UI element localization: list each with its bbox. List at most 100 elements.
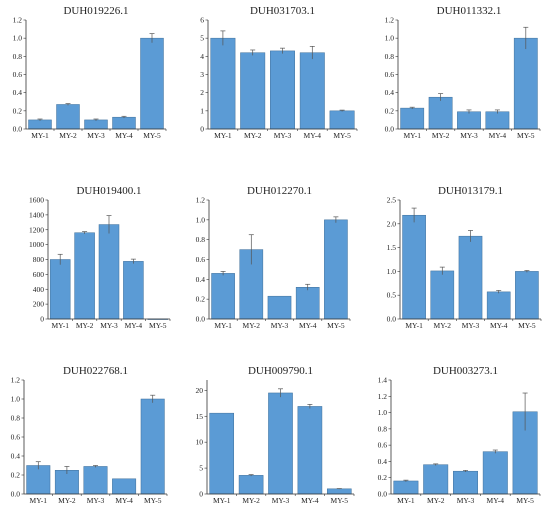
y-tick-label: 0.8 xyxy=(13,52,23,61)
y-tick-label: 0.0 xyxy=(11,490,21,499)
category-label: MY-1 xyxy=(31,131,49,140)
category-label: MY-4 xyxy=(115,496,133,505)
y-tick-label: 1.4 xyxy=(378,376,388,385)
y-tick-label: 0.6 xyxy=(13,70,23,79)
chart-title: DUH019226.1 xyxy=(63,5,128,17)
y-tick-label: 1000 xyxy=(29,240,44,249)
y-tick-label: 0.2 xyxy=(378,473,388,482)
y-tick-label: 0.6 xyxy=(378,441,388,450)
category-label: MY-5 xyxy=(518,321,536,330)
chart-title: DUH012270.1 xyxy=(247,185,312,197)
bar xyxy=(430,270,455,320)
bar xyxy=(485,111,510,130)
chart-title: DUH031703.1 xyxy=(250,5,315,17)
bar xyxy=(400,107,425,130)
category-label: MY-4 xyxy=(299,321,317,330)
y-tick-label: 800 xyxy=(33,255,45,264)
category-label: MY-2 xyxy=(434,321,452,330)
category-label: MY-3 xyxy=(271,321,289,330)
chart-title: DUH013179.1 xyxy=(438,185,503,197)
y-tick-label: 0.2 xyxy=(13,106,23,115)
category-label: MY-4 xyxy=(489,131,507,140)
y-tick-label: 1.2 xyxy=(13,16,23,25)
y-tick-label: 0.8 xyxy=(11,414,21,423)
category-label: MY-1 xyxy=(397,496,415,505)
bar xyxy=(453,470,478,495)
chart-title: DUH022768.1 xyxy=(63,365,128,377)
category-label: MY-1 xyxy=(214,321,232,330)
chart-title: DUH003273.1 xyxy=(433,365,498,377)
category-label: MY-3 xyxy=(87,131,105,140)
bar xyxy=(26,465,51,495)
y-tick-label: 0.6 xyxy=(385,70,395,79)
y-tick-label: 0.8 xyxy=(385,52,395,61)
bar xyxy=(402,214,426,320)
y-tick-label: 10 xyxy=(196,438,204,447)
y-tick-label: 0.2 xyxy=(196,295,206,304)
y-tick-label: 5 xyxy=(200,34,204,43)
y-tick-label: 0 xyxy=(199,490,203,499)
y-tick-label: 0.0 xyxy=(385,125,395,134)
chart-panel: DUH019400.1 MY-1 MY-2 MY-3 MY-4 MY-5 0 200 400 60… xyxy=(29,185,171,330)
y-tick-label: 400 xyxy=(33,285,45,294)
bar xyxy=(299,52,325,130)
y-tick-label: 0.8 xyxy=(378,424,388,433)
y-tick-label: 0.4 xyxy=(385,88,395,97)
category-label: MY-1 xyxy=(405,321,423,330)
category-label: MY-3 xyxy=(460,131,478,140)
category-label: MY-1 xyxy=(213,496,231,505)
y-tick-label: 0 xyxy=(40,315,44,324)
bar xyxy=(326,488,352,495)
bar xyxy=(482,451,508,495)
y-tick-label: 0.0 xyxy=(196,315,206,324)
chart-panel: DUH011332.1 MY-1 MY-2 MY-3 MY-4 MY-5 0.0 0.2 0.4… xyxy=(385,5,541,140)
y-tick-label: 0.0 xyxy=(13,125,23,134)
y-tick-label: 1.2 xyxy=(385,16,395,25)
category-label: MY-1 xyxy=(30,496,48,505)
y-tick-label: 1.0 xyxy=(13,34,23,43)
y-tick-label: 1.0 xyxy=(387,267,397,276)
bar xyxy=(74,232,95,320)
y-tick-label: 3 xyxy=(200,70,204,79)
bar xyxy=(112,116,136,130)
y-tick-label: 1.2 xyxy=(11,376,21,385)
chart-panel: DUH022768.1 MY-1 MY-2 MY-3 MY-4 MY-5 0.0 0.2 0.4… xyxy=(11,365,168,505)
y-tick-label: 0.0 xyxy=(387,315,397,324)
y-tick-label: 200 xyxy=(33,300,45,309)
category-label: MY-3 xyxy=(462,321,480,330)
category-label: MY-5 xyxy=(143,131,161,140)
bar xyxy=(268,392,293,495)
category-label: MY-1 xyxy=(403,131,421,140)
bar xyxy=(270,50,295,130)
y-tick-label: 6 xyxy=(200,16,204,25)
y-tick-label: 20 xyxy=(196,386,204,395)
y-tick-label: 5 xyxy=(199,464,203,473)
y-tick-label: 2.5 xyxy=(387,196,397,205)
bar xyxy=(393,480,419,495)
category-label: MY-3 xyxy=(274,131,292,140)
y-tick-label: 1.2 xyxy=(196,196,206,205)
y-tick-label: 2.0 xyxy=(387,219,397,228)
category-label: MY-3 xyxy=(272,496,290,505)
bar xyxy=(238,475,264,495)
category-label: MY-1 xyxy=(214,131,232,140)
y-tick-label: 1.0 xyxy=(196,215,206,224)
chart-title: DUH011332.1 xyxy=(437,5,502,17)
bar xyxy=(210,37,236,130)
chart-title: DUH009790.1 xyxy=(248,365,313,377)
category-label: MY-2 xyxy=(432,131,450,140)
chart-panel: DUH012270.1 MY-1 MY-2 MY-3 MY-4 MY-5 0.0 0.2 0.4… xyxy=(196,185,351,330)
chart-panel: DUH009790.1 MY-1 MY-2 MY-3 MY-4 MY-5 0 5 10 15 20 xyxy=(196,365,355,505)
bar xyxy=(457,111,481,130)
category-label: MY-4 xyxy=(125,321,143,330)
category-label: MY-4 xyxy=(304,131,322,140)
category-label: MY-2 xyxy=(244,131,262,140)
bar xyxy=(513,37,538,130)
category-label: MY-2 xyxy=(242,496,260,505)
chart-panel: DUH019226.1 MY-1 MY-2 MY-3 MY-4 MY-5 0.0 0.2 0.4… xyxy=(13,5,167,140)
category-label: MY-4 xyxy=(115,131,133,140)
y-tick-label: 1.2 xyxy=(378,392,388,401)
bar xyxy=(211,273,235,320)
category-label: MY-5 xyxy=(144,496,162,505)
